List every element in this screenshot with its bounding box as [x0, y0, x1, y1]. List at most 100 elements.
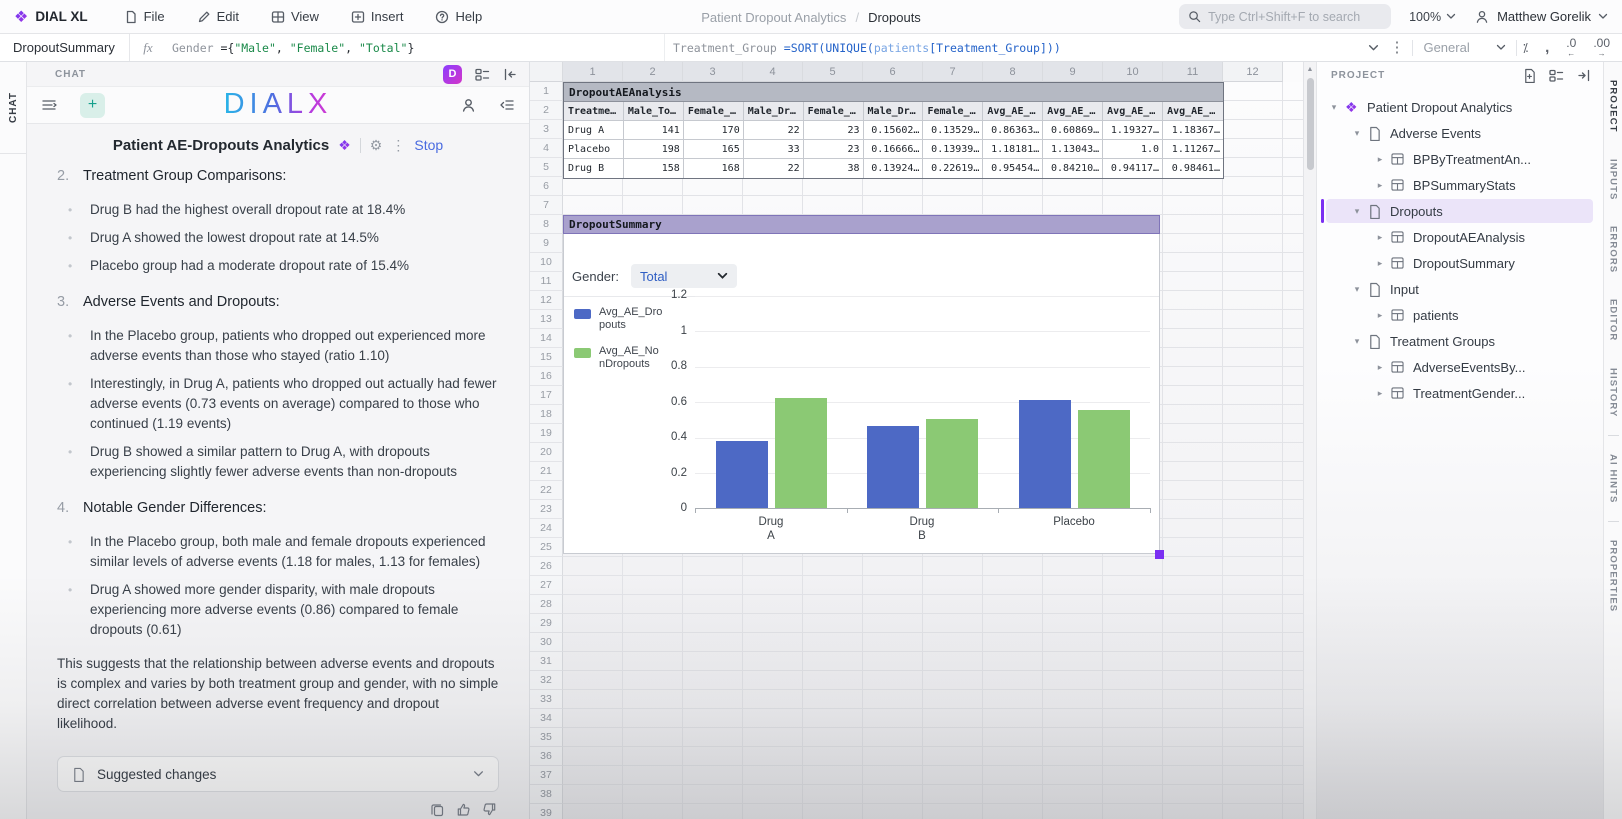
row-header-1[interactable]: 1 — [530, 82, 563, 101]
suggested-changes-expander[interactable]: Suggested changes — [57, 756, 499, 792]
column-header-9[interactable]: 9 — [1043, 62, 1103, 82]
copy-icon[interactable] — [430, 802, 445, 817]
side-tab-errors[interactable]: ERRORS — [1607, 226, 1619, 274]
side-tab-project[interactable]: PROJECT — [1607, 80, 1619, 133]
outline-panel-icon[interactable] — [499, 98, 515, 112]
table-cell[interactable]: 0.60869… — [1043, 121, 1104, 140]
caret-expanded-icon[interactable]: ▾ — [1354, 283, 1360, 294]
table-cell[interactable]: Placebo — [564, 140, 624, 159]
menu-view[interactable]: View — [271, 9, 319, 24]
row-header-38[interactable]: 38 — [530, 785, 563, 804]
table-cell[interactable]: 170 — [683, 121, 744, 140]
new-chat-button[interactable]: + — [80, 92, 105, 118]
menu-insert[interactable]: Insert — [351, 9, 403, 24]
row-header-8[interactable]: 8 — [530, 215, 563, 234]
row-header-23[interactable]: 23 — [530, 500, 563, 519]
column-header-3[interactable]: 3 — [683, 62, 743, 82]
table-column-header[interactable]: Male_Dr… — [743, 102, 804, 121]
column-header-2[interactable]: 2 — [623, 62, 683, 82]
caret-collapsed-icon[interactable]: ▸ — [1377, 361, 1383, 372]
table-column-header[interactable]: Male_Dr… — [863, 102, 924, 121]
side-tab-inputs[interactable]: INPUTS — [1607, 158, 1619, 201]
row-header-5[interactable]: 5 — [530, 158, 563, 177]
vertical-scrollbar[interactable]: ▲ — [1303, 62, 1316, 819]
new-sheet-icon[interactable] — [1523, 68, 1536, 83]
side-tab-ai-hints[interactable]: AI HINTS — [1607, 454, 1619, 504]
breadcrumb-sheet[interactable]: Dropouts — [868, 9, 921, 25]
table-cell[interactable]: 0.86363… — [983, 121, 1044, 140]
table-cell[interactable]: 0.15602… — [863, 121, 924, 140]
table-cell[interactable]: 168 — [684, 159, 744, 178]
number-format-select[interactable]: General — [1413, 40, 1515, 55]
dropout-ae-analysis-table[interactable]: DropoutAEAnalysis Treatme… Male_To… Female… — [563, 82, 1224, 179]
formula-input-treatment-group[interactable]: Treatment_Group =SORT(UNIQUE(patients[Tr… — [664, 34, 1622, 61]
expand-formula-chevron-icon[interactable] — [1368, 44, 1379, 52]
table-column-header[interactable]: Treatme… — [564, 102, 624, 121]
scrollbar-thumb[interactable] — [1307, 78, 1314, 170]
side-tab-history[interactable]: HISTORY — [1607, 367, 1619, 417]
cell-name-box[interactable]: DropoutSummary — [0, 34, 130, 61]
percent-format-icon[interactable]: ⁒ — [1522, 40, 1529, 55]
row-header-3[interactable]: 3 — [530, 120, 563, 139]
table-cell[interactable]: 23 — [803, 140, 864, 159]
row-header-32[interactable]: 32 — [530, 671, 563, 690]
row-header-31[interactable]: 31 — [530, 652, 563, 671]
stop-button[interactable]: Stop — [414, 137, 444, 153]
row-header-37[interactable]: 37 — [530, 766, 563, 785]
row-header-9[interactable]: 9 — [530, 234, 563, 253]
caret-expanded-icon[interactable]: ▾ — [1354, 127, 1360, 138]
row-header-29[interactable]: 29 — [530, 614, 563, 633]
row-header-25[interactable]: 25 — [530, 538, 563, 557]
user-menu[interactable]: Matthew Gorelik — [1474, 9, 1608, 25]
dial-app-icon[interactable]: D — [443, 64, 462, 84]
menu-file[interactable]: File — [124, 9, 165, 24]
more-options-icon[interactable]: ⋮ — [391, 136, 406, 153]
table-cell[interactable]: Drug B — [564, 159, 624, 178]
agent-person-icon[interactable] — [460, 97, 477, 114]
row-header-2[interactable]: 2 — [530, 101, 563, 120]
dropout-summary-table-header[interactable]: DropoutSummary — [563, 215, 1160, 234]
caret-collapsed-icon[interactable]: ▸ — [1377, 309, 1383, 320]
caret-expanded-icon[interactable]: ▾ — [1354, 205, 1360, 216]
tree-item-treatmentgender-[interactable]: ▸ TreatmentGender... — [1317, 380, 1603, 406]
panel-layout-icon[interactable] — [475, 68, 490, 81]
column-header-10[interactable]: 10 — [1103, 62, 1163, 82]
increase-decimal-icon[interactable]: .00 → — [1593, 36, 1610, 58]
table-cell[interactable]: 0.22619… — [923, 159, 984, 178]
row-header-19[interactable]: 19 — [530, 424, 563, 443]
row-header-28[interactable]: 28 — [530, 595, 563, 614]
row-header-21[interactable]: 21 — [530, 462, 563, 481]
column-header-6[interactable]: 6 — [863, 62, 923, 82]
table-cell[interactable]: 0.13924… — [864, 159, 924, 178]
table-cell[interactable]: 0.84210… — [1043, 159, 1104, 178]
row-header-4[interactable]: 4 — [530, 139, 563, 158]
row-header-27[interactable]: 27 — [530, 576, 563, 595]
row-header-22[interactable]: 22 — [530, 481, 563, 500]
table-cell[interactable]: 158 — [624, 159, 684, 178]
row-header-35[interactable]: 35 — [530, 728, 563, 747]
table-cell[interactable]: 22 — [743, 121, 804, 140]
collapse-left-icon[interactable] — [503, 68, 517, 81]
table-cell[interactable]: 165 — [683, 140, 744, 159]
caret-collapsed-icon[interactable]: ▸ — [1377, 179, 1383, 190]
table-column-header[interactable]: Avg_AE_… — [1103, 102, 1164, 121]
row-header-33[interactable]: 33 — [530, 690, 563, 709]
column-header-4[interactable]: 4 — [743, 62, 803, 82]
caret-collapsed-icon[interactable]: ▸ — [1377, 153, 1383, 164]
row-header-14[interactable]: 14 — [530, 329, 563, 348]
search-input[interactable]: Type Ctrl+Shift+F to search — [1179, 4, 1392, 29]
thumbs-up-icon[interactable] — [456, 802, 471, 817]
gear-icon[interactable]: ⚙ — [369, 136, 383, 153]
side-tab-properties[interactable]: PROPERTIES — [1607, 540, 1619, 613]
table-column-header[interactable]: Avg_AE_… — [1043, 102, 1104, 121]
tree-item-treatment-groups[interactable]: ▾ Treatment Groups — [1317, 328, 1603, 354]
menu-edit[interactable]: Edit — [197, 9, 239, 24]
column-header-8[interactable]: 8 — [983, 62, 1043, 82]
frame-resize-handle[interactable] — [1155, 550, 1164, 559]
table-cell[interactable]: 0.16666… — [863, 140, 924, 159]
caret-expanded-icon[interactable]: ▾ — [1331, 101, 1337, 112]
table-cell[interactable]: 0.95454… — [983, 159, 1044, 178]
column-header-5[interactable]: 5 — [803, 62, 863, 82]
tree-item-dropoutaeanalysis[interactable]: ▸ DropoutAEAnalysis — [1317, 224, 1603, 250]
table-cell[interactable]: 1.18181… — [983, 140, 1044, 159]
